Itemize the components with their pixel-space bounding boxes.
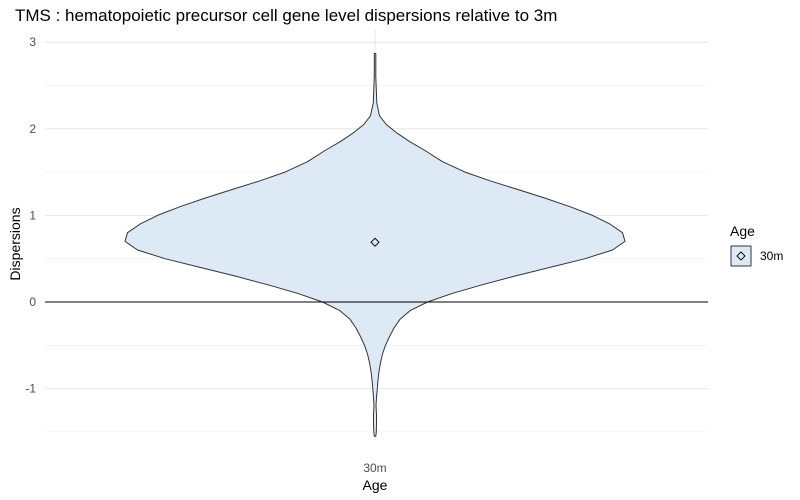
x-tick-label: 30m (363, 461, 386, 475)
y-axis-ticks: -1 0 1 2 3 (25, 35, 36, 395)
plot-area (45, 53, 708, 437)
median-marker (370, 237, 380, 247)
y-tick-label: -1 (25, 382, 36, 396)
y-tick-label: 3 (29, 35, 36, 49)
legend-key-diamond (736, 251, 746, 261)
y-tick-label: 2 (29, 122, 36, 136)
y-tick-label: 0 (29, 295, 36, 309)
legend: Age 30m (730, 223, 783, 267)
y-tick-label: 1 (29, 208, 36, 222)
legend-key (730, 245, 752, 267)
x-axis-ticks: 30m (363, 461, 386, 475)
chart-title: TMS : hematopoietic precursor cell gene … (15, 6, 557, 25)
legend-label: 30m (760, 249, 783, 263)
violin-30m (124, 53, 626, 437)
y-axis-title: Dispersions (7, 207, 23, 280)
x-axis-title: Age (363, 477, 388, 493)
legend-title: Age (730, 223, 755, 239)
